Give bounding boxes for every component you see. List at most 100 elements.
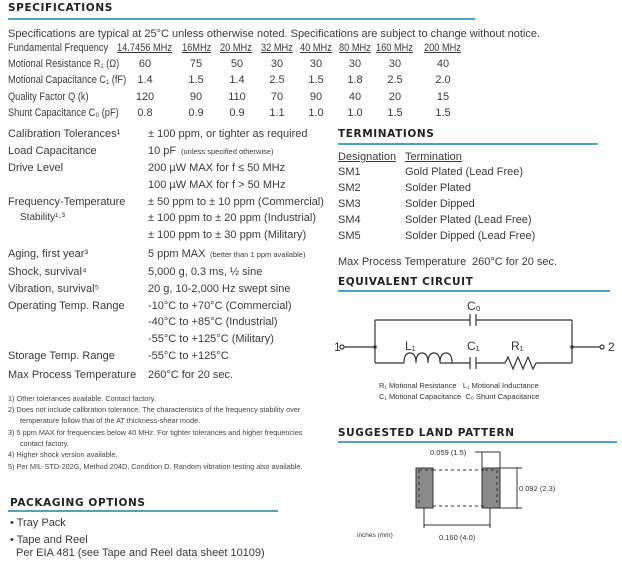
- terminal-1: [339, 344, 345, 350]
- spec-row-value: 30: [270, 58, 284, 70]
- designation: SM3: [338, 198, 361, 210]
- units-label: inches (mm): [357, 532, 393, 539]
- param-value: 5,000 g, 0.3 ms, ½ sine: [148, 266, 263, 278]
- spec-row-value: 1.1: [269, 106, 285, 119]
- circuit-heading: EQUIVALENT CIRCUIT: [338, 276, 474, 288]
- param-note: (better than 1 ppm available): [210, 250, 306, 259]
- param-label: Frequency-Temperature: [8, 196, 126, 208]
- spec-row-value: 1.4: [137, 74, 153, 87]
- spec-row-value: 50: [230, 58, 244, 70]
- packaging-item: • Tape and Reel: [10, 534, 88, 546]
- terminal-2: [599, 344, 605, 350]
- designation: SM1: [338, 166, 361, 178]
- param-value: 5 ppm MAX: [148, 248, 206, 260]
- footnote: 2) Does not include calibration toleranc…: [8, 405, 301, 414]
- spec-row-value: 40: [436, 58, 450, 70]
- max-process-value: 260°C for 20 sec.: [472, 256, 558, 268]
- packaging-heading: PACKAGING OPTIONS: [10, 497, 146, 509]
- specifications-heading: SPECIFICATIONS: [8, 2, 113, 14]
- frequency-column-header: 200 MHz: [424, 42, 461, 54]
- spec-row-value: 1.0: [347, 106, 363, 119]
- spec-row-label: Motional Capacitance C₁ (fF): [8, 74, 127, 87]
- terminal-2-label: 2: [608, 340, 615, 354]
- designation-header: Designation: [338, 151, 397, 163]
- inductor-l1: [403, 352, 453, 364]
- spec-row-value: 70: [270, 90, 284, 103]
- spec-row-value: 1.5: [435, 106, 451, 119]
- footnote: temperature follow that of the AT thickn…: [20, 416, 201, 425]
- frequency-column-header: 32 MHz: [261, 42, 293, 54]
- frequency-column-header: 20 MHz: [220, 42, 252, 54]
- param-label: Drive Level: [8, 162, 64, 174]
- param-label: Storage Temp. Range: [8, 350, 115, 362]
- param-value: -40°C to +85°C (Industrial): [148, 316, 278, 328]
- param-value: 200 µW MAX for f ≤ 50 MHz: [148, 162, 286, 174]
- spec-row-value: 20: [388, 90, 402, 103]
- frequency-column-header: 160 MHz: [376, 42, 413, 54]
- heading-rule: [338, 290, 610, 292]
- dim-height: 0.092 (2.3): [519, 484, 556, 493]
- param-label: Vibration, survival⁵: [8, 283, 100, 295]
- spec-row-value: 1.5: [308, 74, 324, 87]
- spec-row-value: 2.0: [435, 74, 451, 87]
- spec-row-value: 2.5: [269, 74, 285, 87]
- spec-row-value: 90: [309, 90, 323, 103]
- spec-row-value: 0.8: [137, 106, 153, 119]
- param-label: Max Process Temperature: [8, 369, 137, 381]
- param-label: Shock, survival⁴: [8, 266, 87, 278]
- dim-width: 0.059 (1.5): [430, 448, 467, 457]
- equivalent-circuit-diagram: C₀ L₁ C₁ R₁ 1 2 R₁ Motional Resistance L…: [335, 299, 615, 401]
- termination-type: Solder Plated (Lead Free): [405, 214, 532, 226]
- param-value: ± 100 ppm to ± 20 ppm (Industrial): [148, 212, 316, 224]
- param-value: -10°C to +70°C (Commercial): [148, 300, 292, 312]
- spec-row-label: Shunt Capacitance C₀ (pF): [8, 106, 119, 119]
- terminal-1-label: 1: [335, 340, 341, 354]
- param-label: Stability¹·³: [20, 212, 66, 223]
- c1-label: C₁: [467, 339, 480, 353]
- param-label: Operating Temp. Range: [8, 300, 125, 312]
- frequency-header-label: Fundamental Frequency: [8, 42, 109, 54]
- r1-label: R₁: [511, 339, 524, 353]
- param-note: (unless specified otherwise): [181, 147, 274, 156]
- param-value: -55°C to +125°C: [148, 350, 229, 362]
- param-value: ± 100 ppm, or tighter as required: [148, 128, 308, 140]
- spec-row-value: 0.9: [188, 106, 204, 119]
- l1-label: L₁: [405, 339, 416, 353]
- spec-row-value: 15: [436, 90, 450, 103]
- designation: SM4: [338, 214, 361, 226]
- spec-row-label: Quality Factor Q (k): [8, 90, 89, 103]
- termination-type: Solder Dipped (Lead Free): [405, 230, 536, 242]
- spec-row-value: 1.5: [387, 106, 403, 119]
- footnote: 5) Per MIL-STD-202G, Method 204D, Condit…: [8, 462, 303, 471]
- termination-type: Gold Plated (Lead Free): [405, 166, 524, 178]
- max-process-label: Max Process Temperature: [338, 256, 467, 268]
- heading-rule: [8, 18, 475, 20]
- spec-row-value: 75: [189, 58, 203, 70]
- spec-row-value: 60: [138, 58, 152, 70]
- spec-row-value: 30: [309, 58, 323, 70]
- designation: SM2: [338, 182, 361, 194]
- param-value: 100 µW MAX for f > 50 MHz: [148, 179, 286, 191]
- heading-rule: [8, 510, 278, 512]
- dim-span: 0.160 (4.0): [439, 533, 476, 542]
- packaging-sub: Per EIA 481 (see Tape and Reel data shee…: [16, 547, 265, 559]
- spec-row-value: 40: [348, 90, 362, 103]
- packaging-item: • Tray Pack: [10, 517, 66, 529]
- circuit-legend: R₁ Motional Resistance L₁ Motional Induc…: [379, 381, 539, 390]
- param-label: Calibration Tolerances¹: [8, 128, 121, 140]
- c0-label: C₀: [467, 299, 481, 313]
- param-value: 10 pF: [148, 145, 177, 157]
- termination-type: Solder Plated: [405, 182, 472, 194]
- spec-row-value: 30: [348, 58, 362, 70]
- footnote: 4) Higher shock version available.: [8, 450, 118, 459]
- heading-rule: [338, 441, 617, 443]
- spec-row-value: 1.4: [229, 74, 245, 87]
- land-pattern-diagram: 0.059 (1.5) 0.092 (2.3) 0.160 (4.0) inch…: [357, 448, 556, 542]
- frequency-column-header: 16MHz: [182, 42, 212, 54]
- termination-header: Termination: [405, 151, 462, 163]
- spec-row-value: 30: [388, 58, 402, 70]
- termination-type: Solder Dipped: [405, 198, 475, 210]
- pad-right: [481, 467, 501, 509]
- frequency-column-header: 40 MHz: [300, 42, 332, 54]
- heading-rule: [338, 143, 598, 145]
